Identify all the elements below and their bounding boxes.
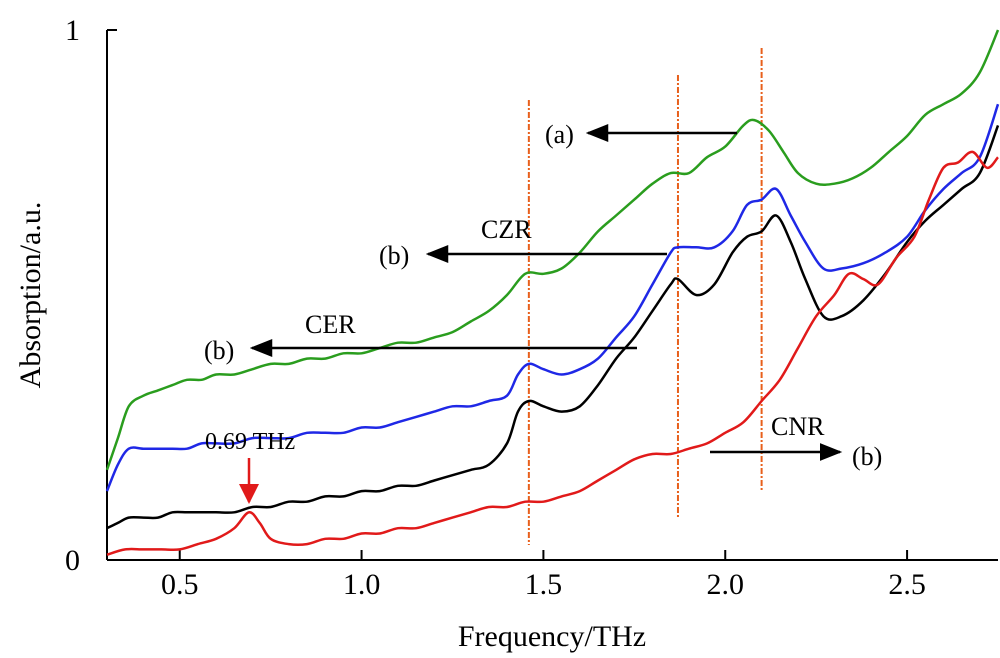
x-tick-label: 1.5 xyxy=(525,568,563,601)
series-line xyxy=(105,29,1000,471)
x-tick-label: 0.5 xyxy=(161,568,199,601)
y-tick-label: 0 xyxy=(65,544,80,577)
series-line xyxy=(106,124,1000,530)
annotation-cer-b-label: (b) xyxy=(204,336,234,365)
x-axis-title: Frequency/THz xyxy=(458,620,646,653)
annotation-cnr-label: CNR xyxy=(771,412,825,441)
x-tick-label: 1.0 xyxy=(343,568,381,601)
annotation-czr-label: CZR xyxy=(481,215,532,244)
x-tick-label: 2.0 xyxy=(706,568,744,601)
annotation-peak-label: 0.69 THz xyxy=(205,429,295,455)
annotations: (a) CZR (b) CER (b) CNR (b) 0.69 THz xyxy=(204,120,882,504)
series-lines xyxy=(105,29,1000,556)
y-axis-title: Absorption/a.u. xyxy=(14,202,47,389)
series-line xyxy=(106,150,999,556)
annotation-cnr-b-label: (b) xyxy=(852,442,882,471)
annotation-a-label: (a) xyxy=(545,120,574,149)
series-line xyxy=(105,103,1000,492)
annotation-cer-label: CER xyxy=(305,310,356,339)
annotation-czr-b-label: (b) xyxy=(379,241,409,270)
y-tick-label: 1 xyxy=(65,14,80,47)
vertical-reference-lines xyxy=(527,48,763,545)
x-tick-label: 2.5 xyxy=(888,568,926,601)
axis-ticks: 0.5 1.0 1.5 2.0 2.5 0 1 xyxy=(65,14,926,601)
